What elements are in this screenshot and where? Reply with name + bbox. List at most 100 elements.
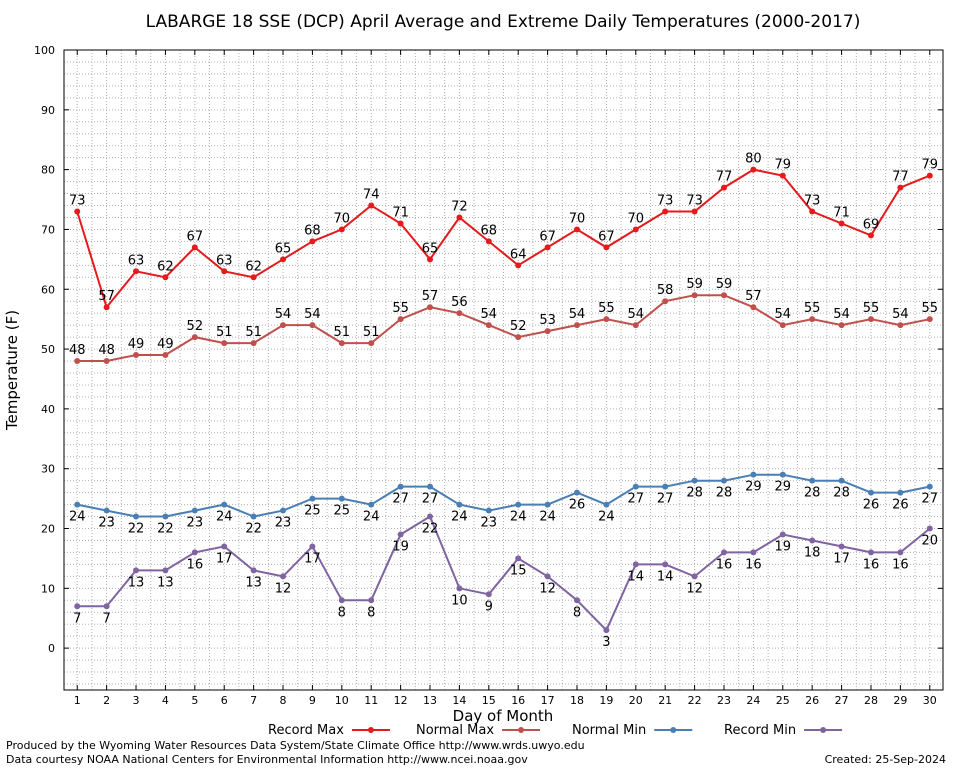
data-point-normal-min xyxy=(103,507,110,514)
data-point-record-min xyxy=(280,573,287,580)
data-label-record-max: 68 xyxy=(304,223,321,238)
data-label-record-max: 57 xyxy=(98,289,115,304)
data-label-record-min: 13 xyxy=(128,575,145,590)
series-normal-max: 48 48 49 49 52 51 51 54 54 51 51 55 57 56 54 52 53 54 55 54… xyxy=(69,277,938,365)
data-point-record-min xyxy=(103,603,110,610)
legend-marker-normal-max xyxy=(518,727,525,733)
data-label-normal-max: 53 xyxy=(539,313,556,328)
data-point-normal-min xyxy=(720,477,727,484)
series-record-min: 7 7 13 13 16 17 13 12 17 8 8 19 22 10 9 15 12 8 3 14 14 12 16 1… xyxy=(73,513,938,650)
data-point-normal-max xyxy=(456,310,463,317)
series-line-record-max xyxy=(76,168,931,310)
data-label-record-max: 70 xyxy=(628,211,645,226)
data-label-record-min: 16 xyxy=(863,557,880,572)
x-tick-label: 21 xyxy=(658,694,672,707)
data-label-record-min: 8 xyxy=(338,605,346,620)
series-line-normal-min xyxy=(77,473,930,518)
x-tick-label: 7 xyxy=(250,694,257,707)
data-point-normal-max xyxy=(720,292,727,299)
x-tick-label: 12 xyxy=(394,694,408,707)
data-point-normal-min xyxy=(338,495,345,502)
data-point-record-min xyxy=(926,525,933,532)
data-label-normal-min: 23 xyxy=(187,516,204,531)
data-label-normal-max: 51 xyxy=(216,325,233,340)
data-point-normal-max xyxy=(338,340,345,347)
x-tick-label: 20 xyxy=(629,694,643,707)
data-label-record-min: 9 xyxy=(485,599,493,614)
x-tick-label: 29 xyxy=(893,694,907,707)
data-point-record-min xyxy=(309,543,316,550)
data-label-record-max: 80 xyxy=(745,152,762,167)
data-point-normal-min xyxy=(603,501,610,508)
data-label-record-min: 17 xyxy=(216,551,233,566)
data-label-normal-min: 28 xyxy=(833,486,850,501)
data-label-record-max: 70 xyxy=(334,211,351,226)
data-label-normal-min: 25 xyxy=(304,504,321,519)
data-point-normal-max xyxy=(397,316,404,323)
y-axis-label: Temperature (F) xyxy=(3,310,21,431)
data-label-normal-min: 23 xyxy=(98,516,115,531)
data-point-record-max xyxy=(74,208,81,215)
data-label-normal-max: 55 xyxy=(921,301,938,316)
data-label-record-max: 77 xyxy=(892,170,909,185)
data-point-normal-min xyxy=(133,513,140,520)
data-point-normal-min xyxy=(221,501,228,508)
data-point-record-min xyxy=(544,573,551,580)
data-label-normal-min: 24 xyxy=(598,510,615,525)
data-point-record-min xyxy=(838,543,845,550)
data-point-record-max xyxy=(133,268,140,275)
data-point-record-max xyxy=(368,202,375,209)
data-point-record-max xyxy=(691,208,698,215)
data-label-record-min: 18 xyxy=(804,545,821,560)
data-label-normal-max: 51 xyxy=(363,325,380,340)
data-point-normal-max xyxy=(603,316,610,323)
data-label-record-max: 74 xyxy=(363,188,380,203)
data-point-record-max xyxy=(250,274,257,281)
y-tick-label: 30 xyxy=(41,463,55,476)
x-axis-label: Day of Month xyxy=(453,707,554,725)
data-label-record-max: 68 xyxy=(481,223,498,238)
data-label-record-min: 10 xyxy=(451,593,468,608)
data-point-normal-min xyxy=(867,489,874,496)
x-tick-label: 30 xyxy=(923,694,937,707)
x-tick-label: 18 xyxy=(570,694,584,707)
data-point-record-min xyxy=(662,561,669,568)
series-line-record-min xyxy=(77,515,931,632)
x-tick-label: 6 xyxy=(221,694,228,707)
data-label-normal-min: 24 xyxy=(510,510,527,525)
x-tick-label: 8 xyxy=(280,694,287,707)
legend-label-record-max: Record Max xyxy=(268,723,344,738)
data-label-normal-max: 55 xyxy=(804,301,821,316)
data-label-normal-max: 51 xyxy=(245,325,262,340)
data-label-normal-max: 57 xyxy=(422,289,439,304)
data-point-record-max xyxy=(750,166,757,173)
data-point-record-min xyxy=(456,585,463,592)
x-tick-label: 26 xyxy=(805,694,819,707)
data-point-record-max xyxy=(456,214,463,221)
data-point-record-max xyxy=(162,274,169,281)
data-point-normal-min xyxy=(632,483,639,490)
data-point-normal-min xyxy=(838,477,845,484)
data-point-record-max xyxy=(191,244,198,251)
data-label-record-min: 7 xyxy=(102,611,110,626)
data-point-normal-max xyxy=(485,322,492,329)
x-tick-label: 4 xyxy=(162,694,169,707)
data-label-record-max: 70 xyxy=(569,211,586,226)
data-point-record-min xyxy=(515,555,522,562)
data-label-record-min: 17 xyxy=(833,551,850,566)
x-tick-label: 14 xyxy=(452,694,466,707)
y-tick-label: 60 xyxy=(41,283,55,296)
legend-label-normal-min: Normal Min xyxy=(572,723,646,738)
data-label-normal-min: 27 xyxy=(657,492,674,507)
data-point-record-max xyxy=(515,262,522,269)
data-label-normal-min: 25 xyxy=(334,504,351,519)
data-point-normal-min xyxy=(427,483,434,490)
data-label-normal-min: 28 xyxy=(804,486,821,501)
data-point-normal-min xyxy=(191,507,198,514)
series-line-normal-max xyxy=(77,294,930,362)
data-point-normal-min xyxy=(485,507,492,514)
data-label-record-min: 13 xyxy=(245,575,262,590)
data-point-normal-max xyxy=(662,298,669,305)
data-label-normal-min: 22 xyxy=(245,522,262,537)
